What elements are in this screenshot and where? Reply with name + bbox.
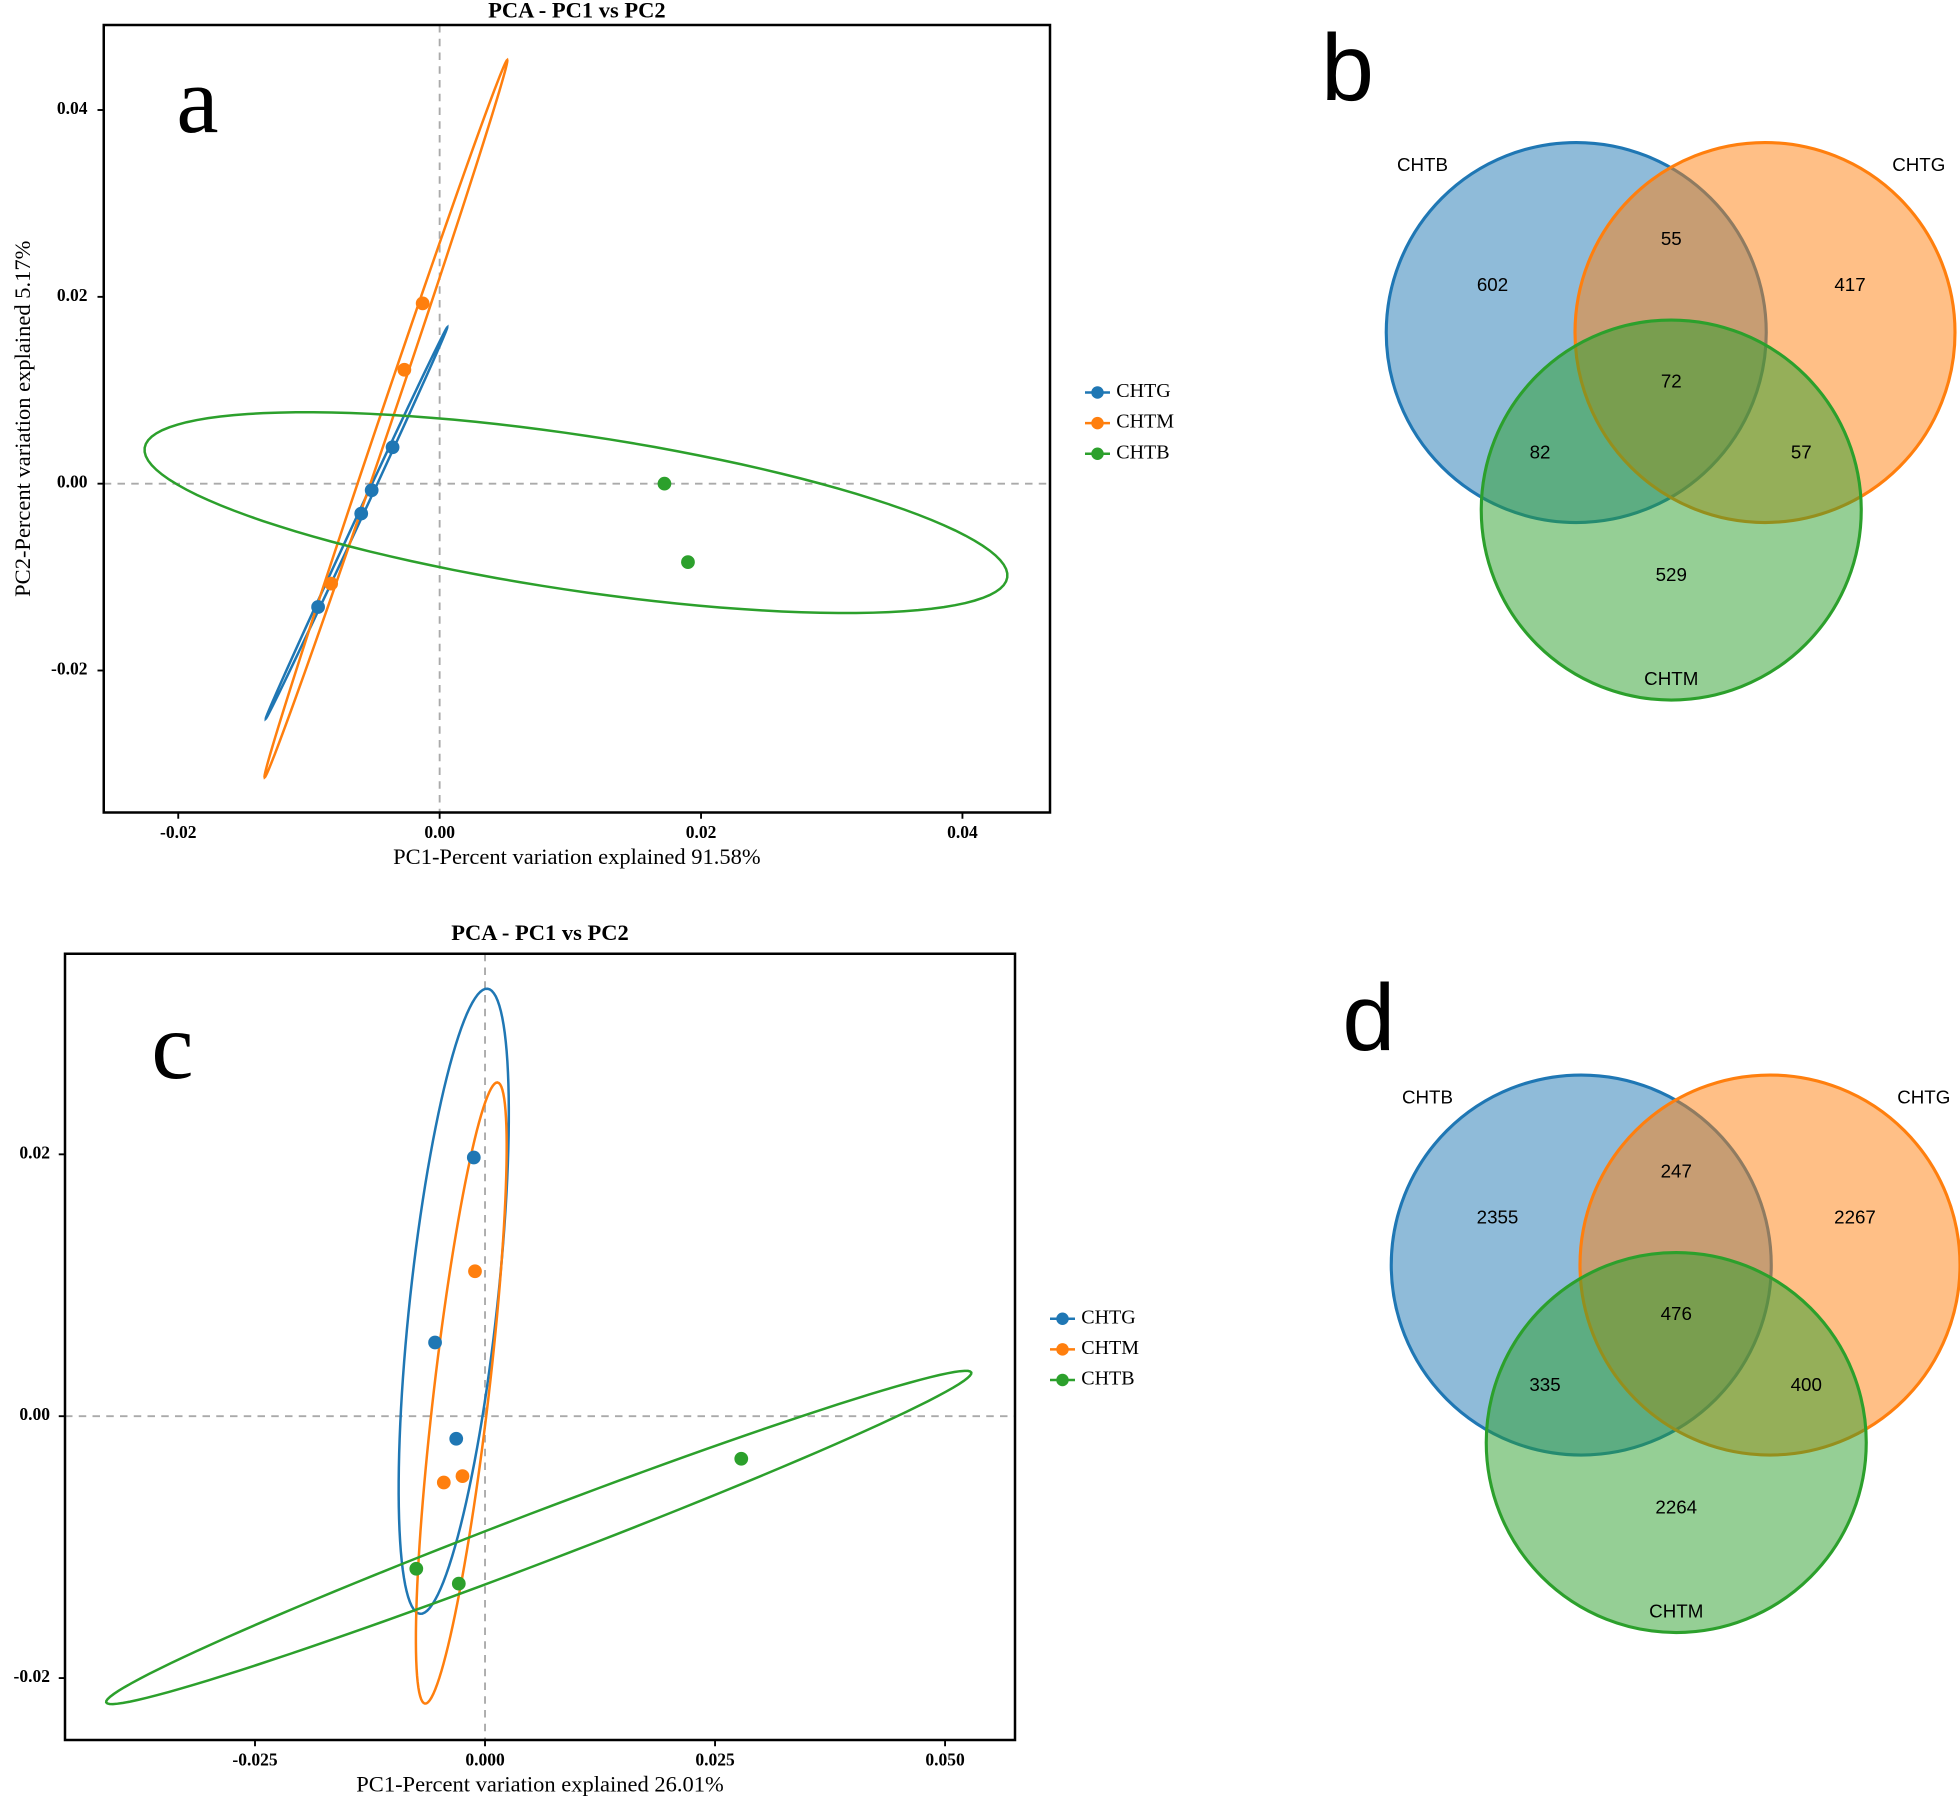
set-label: CHTB [1397,154,1448,175]
point [436,1475,451,1490]
legend-marker [1091,386,1104,399]
set-label: CHTB [1402,1087,1453,1108]
confidence-ellipse [264,324,449,722]
legend-label: CHTG [1081,1306,1135,1328]
region-count: 2267 [1834,1207,1876,1228]
panel-label: a [176,47,218,153]
legend-marker [1091,447,1104,460]
confidence-ellipse [397,987,511,1616]
x-axis-label: PC1-Percent variation explained 26.01% [356,1771,723,1796]
legend-label: CHTG [1116,380,1170,402]
legend-marker [1056,1373,1069,1387]
plot-frame [63,952,1017,1742]
legend-label: CHTB [1081,1368,1134,1390]
point [657,476,672,491]
y-tick-label: -0.02 [51,659,87,679]
y-tick-label: 0.02 [19,1142,50,1162]
pca-panel: -0.02 0.00 0.02 0.04 -0.02 0.00 0.02 0.04 CHTG CH… [10,0,1174,869]
y-tick-label: 0.00 [57,472,88,492]
region-count: 335 [1529,1374,1560,1395]
region-count: 247 [1661,1160,1692,1181]
confidence-ellipse [104,1369,973,1706]
legend-label: CHTB [1116,441,1169,463]
venn-panel: CHTB CHTG CHTM 602 417 55 72 82 57 529 b [1321,15,1957,702]
region-count: 57 [1791,442,1812,463]
panel-label: c [151,993,193,1099]
x-tick-label: 0.025 [695,1749,735,1769]
venn-circle [1484,1250,1868,1635]
legend-label: CHTM [1081,1337,1139,1359]
venn-circle [1479,318,1863,702]
region-count: 55 [1661,228,1682,249]
confidence-ellipse [143,410,1009,615]
y-axis-label: PC2-Percent variation explained 5.17% [10,241,35,597]
point [364,483,379,498]
chart-title: PCA - PC1 vs PC2 [488,0,665,23]
region-count: 417 [1834,274,1865,295]
set-label: CHTG [1897,1087,1950,1108]
region-count: 400 [1791,1374,1822,1395]
legend-marker [1091,416,1104,430]
point [354,506,369,521]
y-tick-label: -0.02 [14,1666,50,1686]
x-tick-label: -0.025 [232,1749,277,1769]
point [466,1150,481,1165]
legend-label: CHTM [1116,411,1174,433]
point [415,296,430,311]
point [449,1431,464,1446]
region-count: 82 [1530,442,1551,463]
region-count: 2355 [1477,1207,1519,1228]
point [324,576,339,591]
set-label: CHTG [1892,154,1945,175]
point [385,440,400,455]
point [311,600,325,614]
x-tick-label: 0.000 [465,1749,505,1769]
panel-label: b [1321,15,1374,121]
x-axis-label: PC1-Percent variation explained 91.58% [393,844,760,869]
y-tick-label: 0.04 [57,98,88,118]
set-label: CHTM [1644,668,1698,689]
point [681,555,695,570]
region-count: 2264 [1655,1497,1697,1518]
panel-label: d [1342,965,1395,1071]
plot-frame [102,23,1052,814]
region-count: 476 [1661,1303,1692,1324]
confidence-ellipse [414,1081,508,1705]
point [409,1561,424,1576]
point [428,1335,442,1350]
x-tick-label: 0.02 [686,822,717,842]
pca-panel: -0.025 0.000 0.025 0.050 -0.02 0.00 0.02 CHTG CH… [14,920,1140,1796]
x-tick-label: 0.050 [925,1749,965,1769]
point [455,1469,470,1484]
region-count: 602 [1477,274,1508,295]
x-tick-label: 0.00 [424,822,455,842]
point [397,362,412,377]
x-tick-label: -0.02 [160,822,196,842]
venn-panel: CHTB CHTG CHTM 2355 2267 247 476 335 400 2264 d [1342,965,1960,1635]
point [734,1451,749,1466]
legend-marker [1056,1343,1069,1356]
confidence-ellipse [263,57,509,780]
set-label: CHTM [1649,1600,1703,1621]
region-count: 72 [1661,370,1682,391]
y-tick-label: 0.02 [57,285,88,305]
x-tick-label: 0.04 [947,822,978,842]
point [468,1264,482,1279]
y-tick-label: 0.00 [19,1404,50,1424]
region-count: 529 [1656,564,1687,585]
chart-title: PCA - PC1 vs PC2 [451,920,628,945]
point [451,1576,466,1591]
legend-marker [1056,1312,1069,1325]
